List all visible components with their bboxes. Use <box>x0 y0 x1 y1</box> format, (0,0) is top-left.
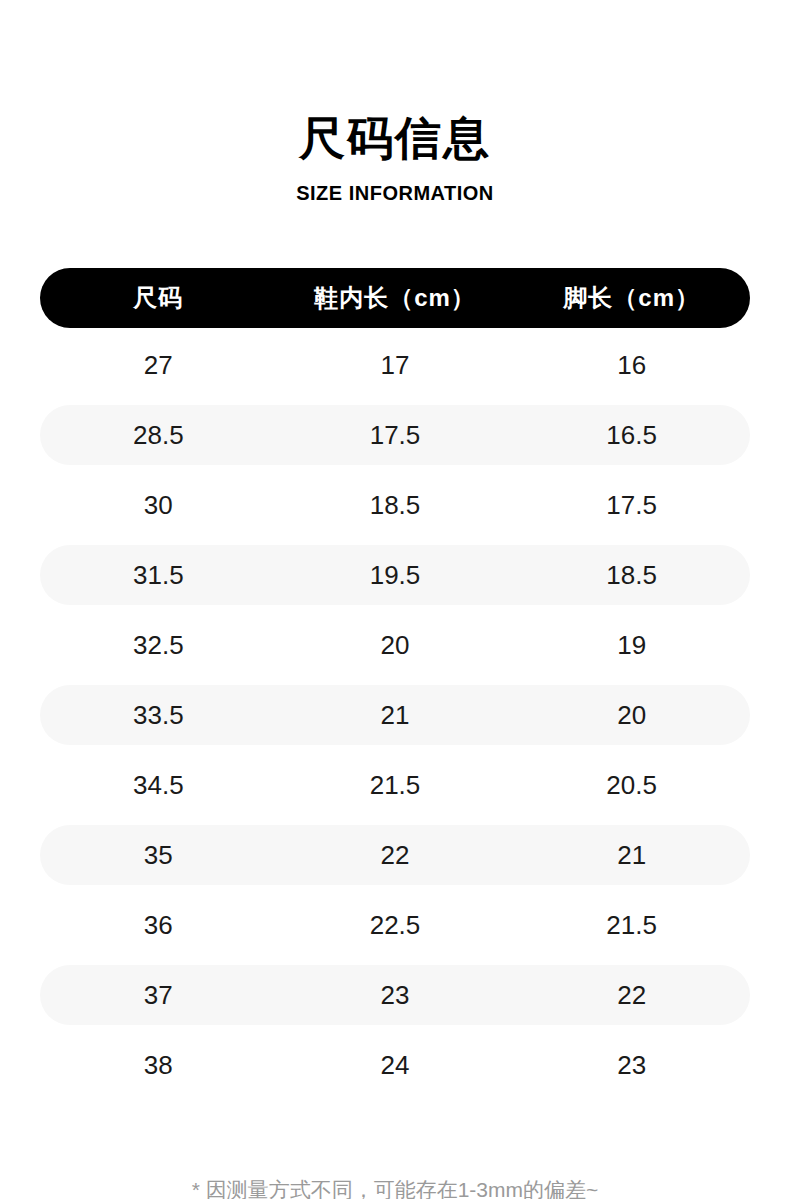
table-row: 33.52120 <box>40 680 750 750</box>
table-row-band: 31.519.518.5 <box>40 545 750 605</box>
table-cell: 20 <box>277 630 514 661</box>
table-cell: 35 <box>40 840 277 871</box>
table-row-band: 271716 <box>40 335 750 395</box>
measurement-disclaimer: * 因测量方式不同，可能存在1-3mm的偏差~ <box>0 1178 790 1199</box>
table-cell: 32.5 <box>40 630 277 661</box>
table-cell: 17.5 <box>277 420 514 451</box>
table-cell: 16.5 <box>513 420 750 451</box>
table-cell: 38 <box>40 1050 277 1081</box>
table-cell: 19.5 <box>277 560 514 591</box>
table-cell: 21.5 <box>277 770 514 801</box>
column-header-foot-length: 脚长（cm） <box>513 282 750 314</box>
table-row: 3622.521.5 <box>40 890 750 960</box>
table-cell: 28.5 <box>40 420 277 451</box>
table-body: 27171628.517.516.53018.517.531.519.518.5… <box>40 330 750 1100</box>
table-cell: 21.5 <box>513 910 750 941</box>
table-row: 352221 <box>40 820 750 890</box>
table-cell: 27 <box>40 350 277 381</box>
table-cell: 20.5 <box>513 770 750 801</box>
table-row: 28.517.516.5 <box>40 400 750 470</box>
page-subtitle: SIZE INFORMATION <box>0 182 790 204</box>
table-cell: 17 <box>277 350 514 381</box>
table-row-band: 28.517.516.5 <box>40 405 750 465</box>
page-title: 尺码信息 <box>0 112 790 164</box>
table-row: 34.521.520.5 <box>40 750 750 820</box>
table-row-band: 3018.517.5 <box>40 475 750 535</box>
table-cell: 17.5 <box>513 490 750 521</box>
table-cell: 22.5 <box>277 910 514 941</box>
table-cell: 33.5 <box>40 700 277 731</box>
table-cell: 31.5 <box>40 560 277 591</box>
table-cell: 18.5 <box>513 560 750 591</box>
table-cell: 20 <box>513 700 750 731</box>
table-row-band: 352221 <box>40 825 750 885</box>
table-row-band: 34.521.520.5 <box>40 755 750 815</box>
table-row: 31.519.518.5 <box>40 540 750 610</box>
table-cell: 37 <box>40 980 277 1011</box>
table-cell: 34.5 <box>40 770 277 801</box>
table-cell: 36 <box>40 910 277 941</box>
table-cell: 21 <box>277 700 514 731</box>
table-cell: 23 <box>277 980 514 1011</box>
table-row: 32.52019 <box>40 610 750 680</box>
column-header-insole-length: 鞋内长（cm） <box>277 282 514 314</box>
table-row: 271716 <box>40 330 750 400</box>
table-cell: 16 <box>513 350 750 381</box>
table-cell: 18.5 <box>277 490 514 521</box>
table-cell: 21 <box>513 840 750 871</box>
column-header-size: 尺码 <box>40 282 277 314</box>
table-row-band: 382423 <box>40 1035 750 1095</box>
table-row: 382423 <box>40 1030 750 1100</box>
size-table: 尺码 鞋内长（cm） 脚长（cm） 27171628.517.516.53018… <box>40 268 750 1100</box>
table-cell: 19 <box>513 630 750 661</box>
table-cell: 22 <box>513 980 750 1011</box>
table-cell: 30 <box>40 490 277 521</box>
table-row-band: 372322 <box>40 965 750 1025</box>
table-row-band: 32.52019 <box>40 615 750 675</box>
size-information-page: 尺码信息 SIZE INFORMATION 尺码 鞋内长（cm） 脚长（cm） … <box>0 112 790 1199</box>
table-cell: 23 <box>513 1050 750 1081</box>
table-row: 372322 <box>40 960 750 1030</box>
table-row-band: 33.52120 <box>40 685 750 745</box>
table-cell: 22 <box>277 840 514 871</box>
table-header-row: 尺码 鞋内长（cm） 脚长（cm） <box>40 268 750 328</box>
table-row: 3018.517.5 <box>40 470 750 540</box>
table-row-band: 3622.521.5 <box>40 895 750 955</box>
table-cell: 24 <box>277 1050 514 1081</box>
